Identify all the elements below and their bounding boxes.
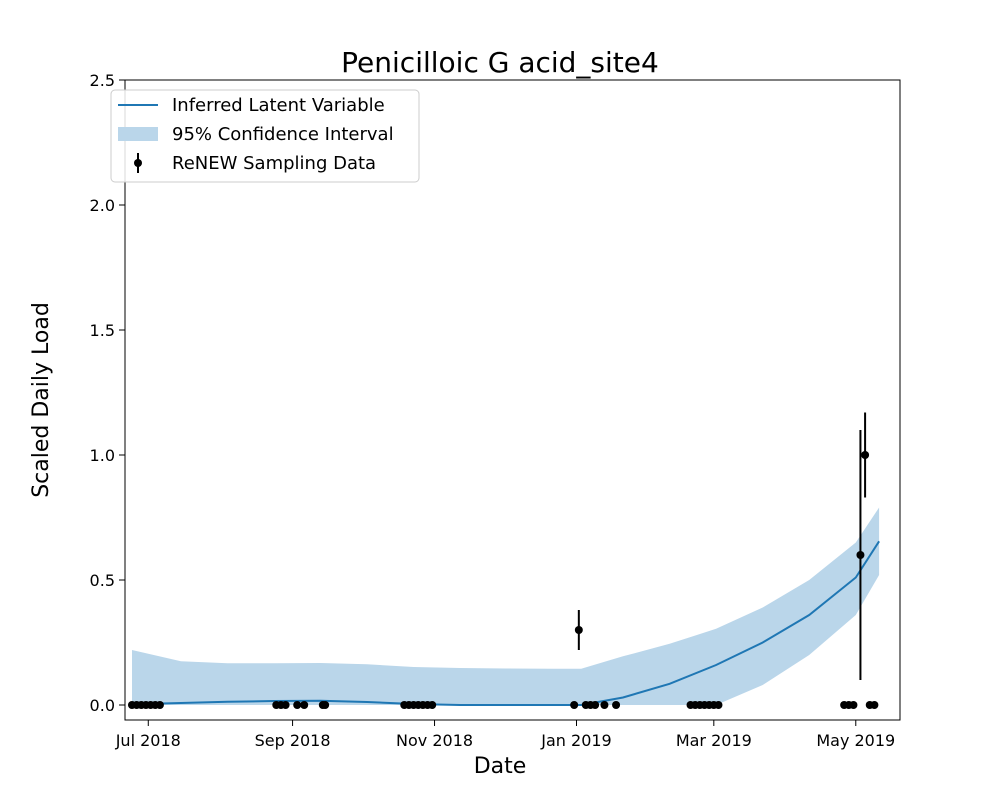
y-tick-label: 0.0 <box>90 696 115 715</box>
legend: Inferred Latent Variable 95% Confidence I… <box>110 89 420 183</box>
data-point <box>155 701 164 709</box>
data-point <box>591 701 600 709</box>
y-axis-label: Scaled Daily Load <box>29 302 54 498</box>
y-tick-label: 1.0 <box>90 446 115 465</box>
legend-label-line: Inferred Latent Variable <box>172 95 385 116</box>
data-point <box>321 701 330 709</box>
data-point <box>300 701 309 709</box>
x-tick-label: Sep 2018 <box>255 731 331 750</box>
legend-box <box>110 89 420 183</box>
data-point <box>856 551 865 559</box>
x-tick-label: Mar 2019 <box>676 731 752 750</box>
y-tick-label: 2.5 <box>90 71 115 90</box>
chart-title: Penicilloic G acid_site4 <box>341 46 659 79</box>
data-point <box>428 701 437 709</box>
data-point <box>574 626 583 634</box>
y-tick-label: 2.0 <box>90 196 115 215</box>
plot-area <box>127 412 880 709</box>
data-point <box>612 701 621 709</box>
data-point <box>861 451 870 459</box>
x-tick-label: Jul 2018 <box>115 731 181 750</box>
data-point <box>570 701 579 709</box>
data-point <box>714 701 723 709</box>
x-tick-label: Nov 2018 <box>396 731 473 750</box>
data-point <box>281 701 290 709</box>
y-axis: 0.0 0.5 1.0 1.5 2.0 2.5 <box>90 71 125 715</box>
latent-variable-line <box>131 540 880 706</box>
x-tick-label: Jan 2019 <box>540 731 611 750</box>
data-point <box>849 701 858 709</box>
data-point <box>293 701 302 709</box>
plot-frame <box>124 79 901 721</box>
confidence-band <box>132 507 880 705</box>
x-axis-label: Date <box>474 754 527 779</box>
y-tick-label: 1.5 <box>90 321 115 340</box>
x-tick-label: May 2019 <box>816 731 895 750</box>
legend-point-swatch <box>134 159 142 167</box>
y-tick-label: 0.5 <box>90 571 115 590</box>
legend-label-points: ReNEW Sampling Data <box>172 153 376 174</box>
legend-band-swatch <box>118 127 158 141</box>
legend-label-band: 95% Confidence Interval <box>172 124 394 145</box>
x-axis: Jul 2018 Sep 2018 Nov 2018 Jan 2019 Mar 2019… <box>115 720 895 750</box>
data-point <box>870 701 879 709</box>
data-point <box>600 701 609 709</box>
